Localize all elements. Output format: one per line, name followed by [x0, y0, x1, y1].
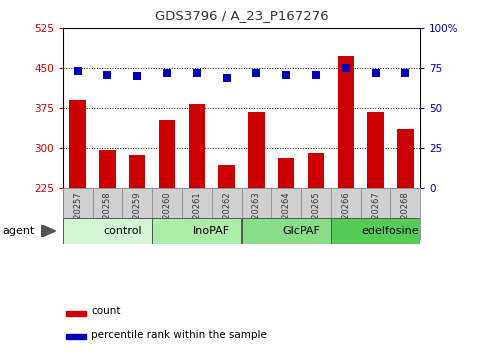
Bar: [338, 57, 354, 188]
Text: GSM520266: GSM520266: [341, 192, 350, 242]
Point: [133, 73, 141, 79]
Text: GSM520264: GSM520264: [282, 192, 291, 242]
Text: control: control: [103, 226, 142, 236]
Point: [104, 72, 112, 78]
Text: GSM520258: GSM520258: [103, 192, 112, 242]
Text: edelfosine: edelfosine: [362, 226, 419, 236]
Text: agent: agent: [2, 226, 35, 236]
Bar: [278, 158, 294, 188]
Bar: [152, 218, 242, 244]
Bar: [397, 129, 413, 188]
Text: InoPAF: InoPAF: [193, 226, 230, 236]
Polygon shape: [41, 225, 56, 238]
Text: GSM520259: GSM520259: [133, 192, 142, 242]
Text: GSM520257: GSM520257: [73, 192, 82, 242]
Bar: [331, 218, 420, 244]
Bar: [189, 104, 205, 188]
Text: GSM520263: GSM520263: [252, 192, 261, 242]
Bar: [129, 155, 145, 188]
Text: GlcPAF: GlcPAF: [282, 226, 320, 236]
Text: GSM520260: GSM520260: [163, 192, 171, 242]
Text: GSM520265: GSM520265: [312, 192, 320, 242]
Point: [74, 69, 82, 74]
Bar: [242, 218, 331, 244]
Bar: [63, 218, 152, 244]
Point: [401, 70, 409, 76]
Text: GDS3796 / A_23_P167276: GDS3796 / A_23_P167276: [155, 9, 328, 22]
Text: GSM520267: GSM520267: [371, 192, 380, 242]
Point: [253, 70, 260, 76]
Bar: [66, 334, 85, 339]
Point: [223, 75, 230, 80]
Bar: [99, 150, 115, 188]
Text: count: count: [91, 306, 121, 316]
Point: [163, 70, 171, 76]
Text: GSM520268: GSM520268: [401, 192, 410, 242]
Point: [342, 65, 350, 71]
Point: [282, 72, 290, 78]
Bar: [218, 165, 235, 188]
Bar: [66, 311, 85, 316]
Text: GSM520262: GSM520262: [222, 192, 231, 242]
Bar: [308, 153, 324, 188]
Point: [372, 70, 380, 76]
Bar: [368, 112, 384, 188]
Text: GSM520261: GSM520261: [192, 192, 201, 242]
Point: [312, 72, 320, 78]
Bar: [248, 112, 265, 188]
Point: [193, 70, 201, 76]
Bar: [159, 120, 175, 188]
Bar: [70, 100, 86, 188]
Text: percentile rank within the sample: percentile rank within the sample: [91, 330, 267, 339]
